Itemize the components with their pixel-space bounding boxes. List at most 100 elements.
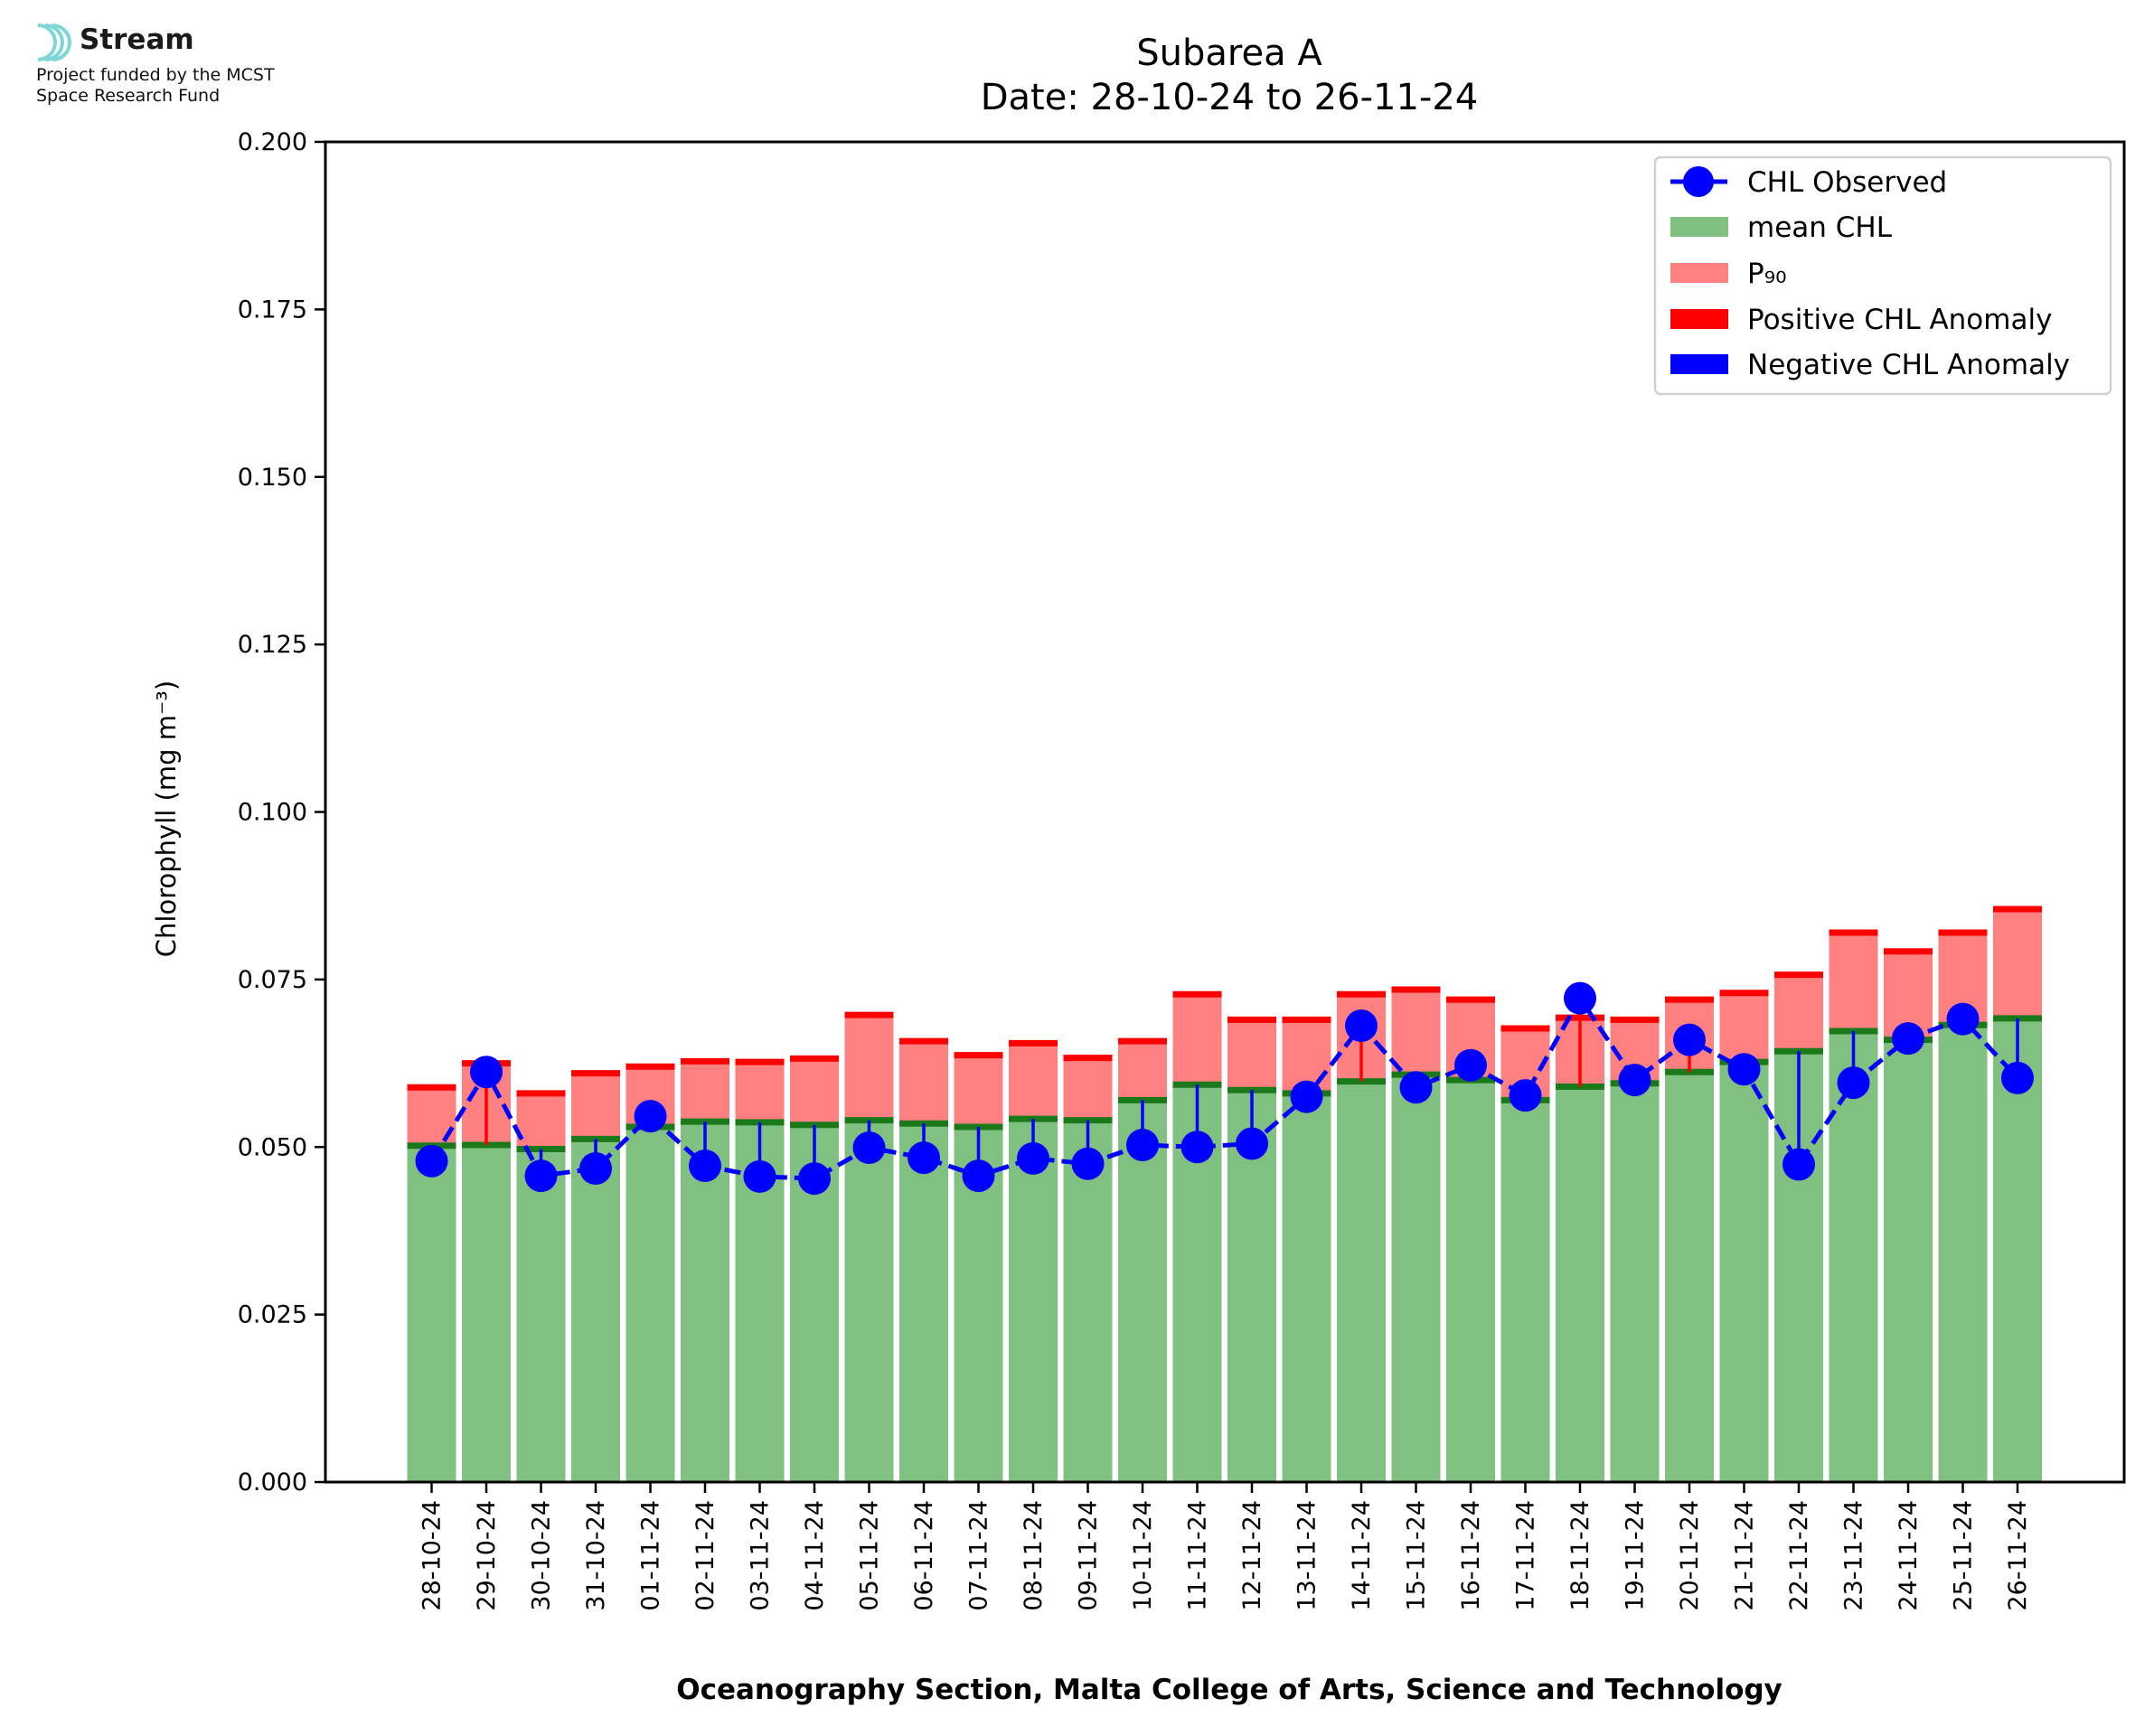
x-tick-label: 15-11-24 xyxy=(1403,1500,1431,1611)
x-tick-label: 11-11-24 xyxy=(1184,1500,1212,1611)
chl-observed-point xyxy=(1180,1131,1214,1164)
x-tick-label: 20-11-24 xyxy=(1676,1500,1704,1611)
chl-observed-point xyxy=(1017,1141,1049,1175)
chl-observed-point xyxy=(579,1151,612,1185)
logo-subtitle-line1: Project funded by the MCST xyxy=(36,65,275,85)
mean-chl-bar xyxy=(844,1120,894,1482)
logo-name: Stream xyxy=(80,23,194,56)
x-tick-label: 06-11-24 xyxy=(910,1500,938,1611)
mean-chl-bar xyxy=(626,1127,675,1482)
y-tick-label: 0.050 xyxy=(238,1133,307,1161)
x-tick-label: 05-11-24 xyxy=(856,1500,884,1611)
mean-chl-bar xyxy=(1665,1072,1714,1482)
x-tick-label: 23-11-24 xyxy=(1840,1500,1868,1611)
chl-observed-point xyxy=(1837,1066,1870,1100)
mean-chl-bar xyxy=(1009,1119,1058,1482)
mean-chl-bar xyxy=(1500,1100,1550,1482)
mean-chl-bar xyxy=(1829,1030,1878,1482)
x-tick-label: 14-11-24 xyxy=(1348,1500,1376,1611)
x-tick-label: 30-10-24 xyxy=(528,1500,556,1611)
x-tick-label: 08-11-24 xyxy=(1020,1500,1048,1611)
mean-chl-bar xyxy=(516,1149,566,1482)
mean-chl-bar xyxy=(1446,1080,1495,1482)
x-tick-label: 29-10-24 xyxy=(473,1500,501,1611)
chl-observed-point xyxy=(1454,1048,1487,1082)
logo-subtitle: Project funded by the MCST Space Researc… xyxy=(36,65,275,107)
x-tick-label: 25-11-24 xyxy=(1950,1500,1978,1611)
chl-observed-point xyxy=(634,1100,667,1133)
x-tick-label: 19-11-24 xyxy=(1622,1500,1650,1611)
mean-chl-bar xyxy=(1884,1039,1933,1482)
chl-observed-point xyxy=(1618,1064,1651,1097)
legend-patch-swatch xyxy=(1670,354,1728,374)
mean-chl-bar xyxy=(899,1123,948,1482)
y-tick-label: 0.000 xyxy=(238,1469,307,1497)
x-tick-label: 12-11-24 xyxy=(1238,1500,1266,1611)
mean-chl-bar xyxy=(1063,1120,1113,1482)
legend-patch-swatch xyxy=(1670,263,1728,283)
legend-label: P₉₀ xyxy=(1747,258,1787,290)
chl-observed-point xyxy=(1399,1071,1433,1104)
x-tick-label: 10-11-24 xyxy=(1129,1500,1157,1611)
chl-observed-point xyxy=(962,1159,995,1193)
mean-chl-bar xyxy=(1938,1025,1988,1482)
mean-chl-bar xyxy=(1993,1018,2042,1482)
chl-observed-point xyxy=(1126,1129,1159,1162)
legend-patch-swatch xyxy=(1670,217,1728,237)
chl-observed-point xyxy=(743,1159,776,1193)
legend-patch-swatch xyxy=(1670,309,1728,329)
y-tick-label: 0.025 xyxy=(238,1301,307,1329)
chl-observed-point xyxy=(798,1162,831,1196)
x-tick-label: 31-10-24 xyxy=(582,1500,610,1611)
chl-observed-point xyxy=(2001,1061,2034,1094)
x-tick-label: 22-11-24 xyxy=(1785,1500,1813,1611)
chl-observed-point xyxy=(908,1141,940,1175)
chl-observed-point xyxy=(470,1056,503,1089)
mean-chl-bar xyxy=(462,1145,511,1482)
chl-observed-point xyxy=(1673,1023,1706,1056)
legend-label: Positive CHL Anomaly xyxy=(1747,304,2052,336)
x-tick-label: 03-11-24 xyxy=(747,1500,775,1611)
y-tick-label: 0.125 xyxy=(238,631,307,659)
mean-chl-bar xyxy=(1610,1083,1660,1482)
chl-observed-point xyxy=(1727,1053,1761,1086)
x-tick-label: 04-11-24 xyxy=(801,1500,829,1611)
x-tick-label: 17-11-24 xyxy=(1512,1500,1540,1611)
legend-label: Negative CHL Anomaly xyxy=(1747,349,2070,381)
y-tick-label: 0.175 xyxy=(238,296,307,324)
legend-box xyxy=(1653,155,2112,396)
x-axis-label: Oceanography Section, Malta College of A… xyxy=(676,1674,1782,1706)
x-tick-label: 28-10-24 xyxy=(419,1500,447,1611)
x-tick-label: 16-11-24 xyxy=(1457,1500,1485,1611)
mean-chl-bar xyxy=(1719,1062,1769,1482)
y-tick-label: 0.075 xyxy=(238,966,307,994)
legend-label: mean CHL xyxy=(1747,211,1893,244)
y-tick-label: 0.100 xyxy=(238,799,307,827)
chl-observed-point xyxy=(1236,1127,1268,1160)
mean-chl-bar xyxy=(1337,1081,1386,1482)
chl-observed-point xyxy=(1564,981,1596,1015)
x-tick-label: 21-11-24 xyxy=(1731,1500,1759,1611)
plot-area: 0.000 0.025 0.050 0.075 0.100 0.125 0.150 0.175… xyxy=(238,128,2126,1611)
legend: CHL Observed mean CHL P₉₀ Positive CHL Anom… xyxy=(1653,155,2112,396)
chart-title: Subarea A xyxy=(1136,33,1322,74)
chl-observed-point xyxy=(415,1144,448,1178)
chl-observed-point xyxy=(1345,1009,1378,1043)
mean-chl-bar xyxy=(407,1145,456,1482)
chl-observed-point xyxy=(1290,1080,1323,1113)
mean-chl-bar xyxy=(1118,1100,1167,1482)
chl-observed-point xyxy=(524,1159,558,1193)
y-axis-label: Chlorophyll (mg m⁻³) xyxy=(151,680,182,957)
mean-chl-bar xyxy=(571,1139,620,1482)
x-tick-label: 09-11-24 xyxy=(1075,1500,1103,1611)
legend-marker-swatch xyxy=(1683,166,1714,197)
chl-observed-point xyxy=(1892,1022,1924,1056)
chart-subtitle: Date: 28-10-24 to 26-11-24 xyxy=(981,77,1479,118)
chl-observed-point xyxy=(1071,1147,1105,1180)
mean-chl-bar xyxy=(1556,1086,1604,1482)
x-tick-label: 13-11-24 xyxy=(1293,1500,1322,1611)
chl-observed-point xyxy=(1782,1148,1815,1181)
chl-observed-point xyxy=(689,1150,721,1183)
logo: Stream Project funded by the MCST Space … xyxy=(34,22,275,106)
